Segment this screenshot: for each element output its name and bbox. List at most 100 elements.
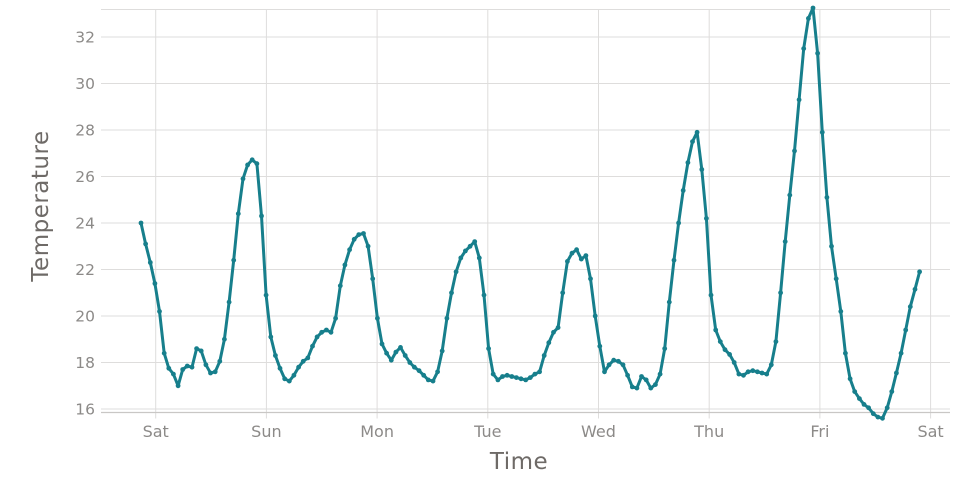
data-point [782,239,788,245]
data-point [231,257,237,263]
y-tick-label: 22 [75,261,95,279]
data-point [421,372,427,378]
data-point [147,260,153,265]
data-point [314,334,320,340]
data-point [184,363,190,369]
data-point [750,368,756,374]
data-point [509,374,515,379]
data-point [606,362,612,368]
data-point [875,414,881,420]
x-tick-label: Wed [581,422,616,441]
data-point [625,372,630,378]
data-point [226,299,232,305]
data-point [384,350,389,356]
data-point [370,276,376,282]
data-point [806,16,811,21]
data-point [857,396,862,401]
x-tick-label: Sun [251,422,281,441]
data-point [523,377,529,383]
data-point [778,290,783,296]
data-point [514,375,519,380]
data-point [268,334,274,340]
x-axis-title: Time [489,449,549,475]
y-tick-label: 28 [75,122,95,140]
data-point [731,360,737,365]
data-point [717,339,723,344]
data-point [277,365,283,371]
data-point [611,357,617,363]
data-point [393,349,399,355]
data-point [222,336,227,342]
data-point [463,248,468,254]
data-point [759,370,765,376]
data-point [486,346,491,351]
data-point [305,355,311,361]
data-point [907,304,913,310]
data-point [912,286,918,292]
data-point [676,220,681,226]
data-point [616,358,621,364]
data-point [398,345,403,350]
data-point [245,162,251,168]
data-point [472,239,478,245]
data-point [852,389,858,394]
data-point [773,339,779,344]
data-point [699,167,705,172]
data-point [671,257,677,263]
y-tick-label: 32 [75,29,95,47]
data-point [476,255,482,261]
data-point [755,369,760,375]
data-point [333,315,338,321]
data-point [574,247,579,253]
data-point [430,378,436,384]
data-point [375,315,380,321]
data-point [704,216,709,221]
data-point [361,231,366,236]
y-tick-label: 20 [75,308,95,326]
data-point [365,243,371,249]
data-point [240,176,246,182]
data-point [722,347,728,353]
data-point [527,375,533,380]
data-point [741,372,746,378]
y-tick-label: 30 [75,75,95,93]
temperature-line [139,6,922,420]
data-point [685,160,691,166]
data-point [866,405,871,411]
data-point [388,357,394,363]
data-point [708,292,714,298]
data-point [259,213,264,219]
data-point [208,370,213,376]
data-point [175,383,181,389]
data-point [565,259,570,264]
data-point [500,374,505,379]
data-point [768,362,774,368]
data-point [597,343,603,349]
data-point [819,129,825,135]
data-point [657,371,663,377]
data-point [249,157,255,163]
data-point [884,405,890,411]
data-point [555,325,561,330]
data-point [347,247,352,253]
data-point [560,290,566,296]
data-point [379,341,385,347]
data-point [328,329,334,335]
data-point [588,276,593,282]
data-point [903,327,909,333]
x-tick-label: Thu [693,422,724,441]
data-point [745,369,751,375]
data-point [425,377,431,383]
data-point [217,358,223,364]
data-point [898,350,904,356]
y-axis-title: Temperature [28,130,54,282]
data-point [319,329,325,335]
data-point [824,195,830,200]
data-point [861,402,867,407]
data-point [764,371,770,377]
data-point [189,364,195,370]
x-tick-label: Fri [810,422,829,441]
data-point [847,376,853,382]
